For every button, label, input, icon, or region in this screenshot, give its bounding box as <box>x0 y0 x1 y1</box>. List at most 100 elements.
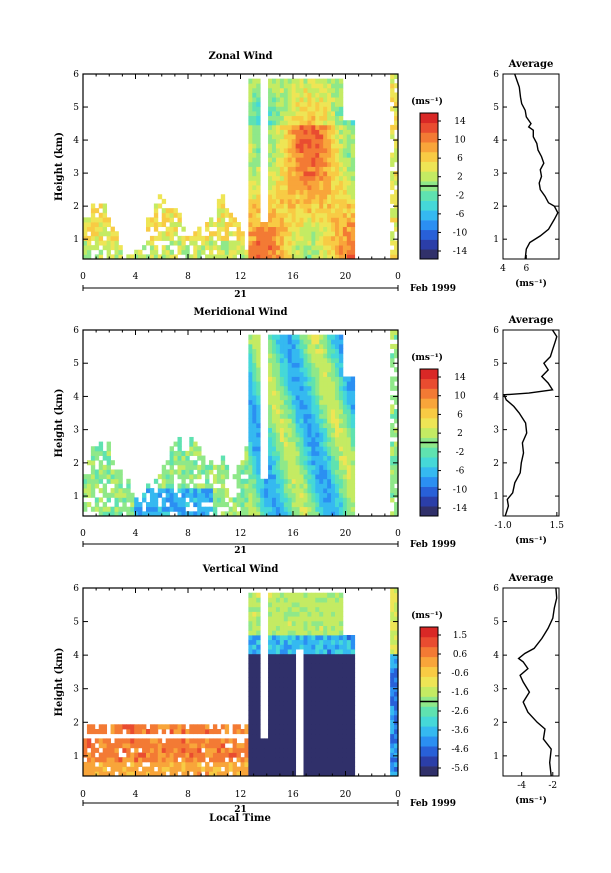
heatmap-cell <box>287 474 293 480</box>
heatmap-cell <box>272 446 277 452</box>
heatmap-cell <box>327 606 332 612</box>
heatmap-cell <box>252 705 257 711</box>
heatmap-cell <box>311 427 316 433</box>
heatmap-cell <box>394 353 398 359</box>
heatmap-cell <box>350 226 356 232</box>
heatmap-cell <box>279 450 285 456</box>
heatmap-cell <box>165 488 171 494</box>
heatmap-cell <box>311 348 316 354</box>
heatmap-cell <box>252 143 257 149</box>
heatmap-cell <box>311 492 316 498</box>
heatmap-cell <box>209 757 214 763</box>
heatmap-cell <box>256 639 261 645</box>
heatmap-cell <box>303 339 308 345</box>
heatmap-cell <box>268 161 273 167</box>
heatmap-cell <box>323 231 328 237</box>
heatmap-cell <box>342 138 348 144</box>
heatmap-cell <box>323 175 328 181</box>
heatmap-cell <box>303 395 308 401</box>
heatmap-cell <box>335 597 340 603</box>
heatmap-cell <box>118 492 123 498</box>
heatmap-cell <box>161 743 167 749</box>
heatmap-cell <box>350 385 356 391</box>
heatmap-cell <box>142 729 147 735</box>
heatmap-cell <box>268 409 273 415</box>
heatmap-cell <box>153 729 159 735</box>
heatmap-cell <box>327 602 332 608</box>
heatmap-cell <box>335 436 340 442</box>
heatmap-cell <box>303 381 308 387</box>
heatmap-cell <box>327 198 332 204</box>
heatmap-cell <box>311 667 316 673</box>
heatmap-cell <box>390 644 395 650</box>
heatmap-cell <box>327 771 332 776</box>
heatmap-cell <box>291 115 297 121</box>
heatmap-cell <box>279 436 285 442</box>
heatmap-cell <box>256 733 261 739</box>
heatmap-cell <box>169 212 174 218</box>
heatmap-cell <box>197 502 202 508</box>
heatmap-cell <box>268 101 273 107</box>
heatmap-cell <box>323 719 328 725</box>
heatmap-cell <box>201 492 206 498</box>
heatmap-cell <box>287 682 293 688</box>
heatmap-cell <box>295 180 300 186</box>
heatmap-cell <box>303 497 308 503</box>
heatmap-cell <box>279 175 285 181</box>
heatmap-cell <box>248 432 253 438</box>
heatmap-cell <box>279 771 285 776</box>
heatmap-cell <box>275 143 281 149</box>
heatmap-cell <box>338 212 344 218</box>
heatmap-cell <box>327 677 332 683</box>
heatmap-cell <box>319 362 324 368</box>
heatmap-cell <box>220 738 226 744</box>
heatmap-cell <box>248 460 253 466</box>
heatmap-cell <box>390 672 395 678</box>
heatmap-cell <box>303 602 308 608</box>
heatmap-cell <box>244 469 249 475</box>
heatmap-cell <box>394 592 398 598</box>
heatmap-cell <box>268 226 273 232</box>
heatmap-cell <box>331 115 336 121</box>
day-label: 21 <box>234 290 247 300</box>
heatmap-cell <box>291 592 297 598</box>
heatmap-cell <box>220 497 226 503</box>
heatmap-cell <box>299 592 304 598</box>
heatmap-cell <box>291 78 297 84</box>
heatmap-cell <box>319 367 324 373</box>
heatmap-cell <box>303 208 308 214</box>
heatmap-cell <box>350 483 356 489</box>
heatmap-cell <box>212 511 218 516</box>
heatmap-cell <box>291 385 297 391</box>
heatmap-cell <box>299 357 304 363</box>
heatmap-cell <box>350 208 356 214</box>
heatmap-cell <box>252 148 257 154</box>
heatmap-cell <box>279 705 285 711</box>
heatmap-cell <box>327 371 332 377</box>
heatmap-cell <box>319 672 324 678</box>
heatmap-cell <box>279 138 285 144</box>
heatmap-cell <box>307 161 312 167</box>
heatmap-cell <box>248 245 253 251</box>
heatmap-cell <box>169 729 174 735</box>
heatmap-cell <box>338 639 344 645</box>
heatmap-cell <box>134 249 139 255</box>
heatmap-cell <box>307 395 312 401</box>
heatmap-cell <box>315 339 320 345</box>
heatmap-cell <box>390 240 395 246</box>
heatmap-cell <box>307 348 312 354</box>
colorbar: 1.50.6-0.6-1.6-2.6-3.6-4.6-5.6(ms⁻¹) <box>411 610 469 777</box>
heatmap-cell <box>287 766 293 772</box>
heatmap-cell <box>252 644 257 650</box>
heatmap-cell <box>299 511 304 516</box>
heatmap-cell <box>342 460 348 466</box>
heatmap-cell <box>319 240 324 246</box>
heatmap-cell <box>256 441 261 447</box>
heatmap-cell <box>252 682 257 688</box>
heatmap-cell <box>165 492 171 498</box>
heatmap-cell <box>299 231 304 237</box>
heatmap-cell <box>319 231 324 237</box>
heatmap-cell <box>275 436 281 442</box>
heatmap-cell <box>327 663 332 669</box>
heatmap-cell <box>327 376 332 382</box>
